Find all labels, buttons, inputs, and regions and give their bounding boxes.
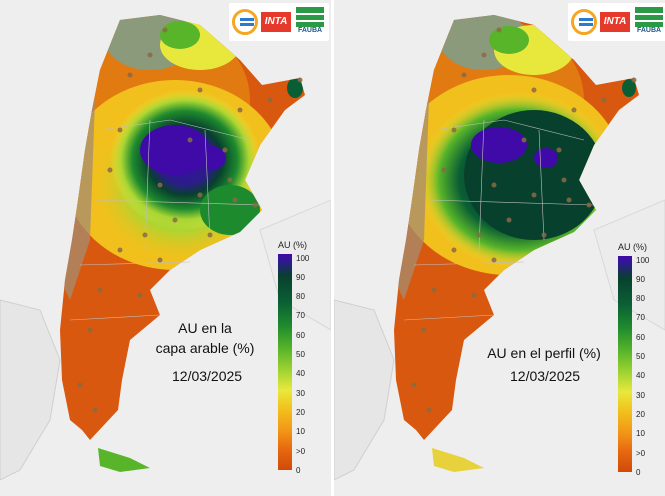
caption-line: capa arable (%) [155,340,255,356]
panel-divider [331,0,334,496]
legend-tick: 60 [636,333,645,342]
map-caption: AU en el perfil (%) [474,343,614,363]
legend-tick: 20 [636,410,645,419]
fauba-logo-text: FAUBA [297,27,323,34]
legend-tick: >0 [296,447,306,456]
institution-logos: INTA FAUBA [229,3,329,41]
legend-tick: 10 [636,429,645,438]
fauba-leaf-icon [635,7,663,27]
legend-tick: 40 [296,369,305,378]
institution-logos: INTA FAUBA [568,3,665,41]
argentina-soil-moisture-map [0,0,331,496]
legend-title: AU (%) [618,242,647,252]
legend-tick: 0 [636,468,641,477]
institution-logo-icon [232,9,258,35]
legend-tick: 90 [636,275,645,284]
legend-tick: 30 [296,389,305,398]
map-caption: AU en la capa arable (%) [140,318,270,358]
legend-tick: 50 [636,352,645,361]
legend-tick: 100 [296,254,310,263]
legend-tick: 40 [636,371,645,380]
legend-color-bar [278,254,292,470]
inta-logo: INTA [600,12,630,32]
fauba-leaf-icon [296,7,324,27]
legend-tick: 0 [296,466,301,475]
color-legend: AU (%) 100 90 80 70 60 50 40 30 20 10 >0… [276,240,324,475]
institution-logo-icon [571,9,597,35]
legend-title: AU (%) [278,240,307,250]
legend-tick: 10 [296,427,305,436]
caption-line: AU en el perfil (%) [487,345,601,361]
legend-tick: 100 [636,256,650,265]
map-date: 12/03/2025 [172,368,243,384]
legend-tick: 90 [296,273,305,282]
legend-tick: 60 [296,331,305,340]
argentina-soil-moisture-map [334,0,665,496]
inta-logo: INTA [261,12,291,32]
legend-tick: 30 [636,391,645,400]
map-panel-perfil: INTA FAUBA AU (%) 100 90 80 70 60 50 40 … [334,0,665,496]
color-legend: AU (%) 100 90 80 70 60 50 40 30 20 10 >0… [616,242,664,477]
fauba-logo-text: FAUBA [636,27,662,34]
legend-tick: 80 [296,292,305,301]
legend-tick: 20 [296,408,305,417]
fauba-logo: FAUBA [294,7,326,37]
legend-tick: >0 [636,449,646,458]
legend-tick: 80 [636,294,645,303]
fauba-logo: FAUBA [633,7,665,37]
legend-tick: 70 [296,311,305,320]
caption-line: AU en la [178,320,232,336]
legend-tick: 50 [296,350,305,359]
map-panel-capa-arable: INTA FAUBA AU (%) 100 90 80 70 60 50 40 … [0,0,331,496]
legend-color-bar [618,256,632,472]
map-date: 12/03/2025 [510,368,581,384]
legend-tick: 70 [636,313,645,322]
